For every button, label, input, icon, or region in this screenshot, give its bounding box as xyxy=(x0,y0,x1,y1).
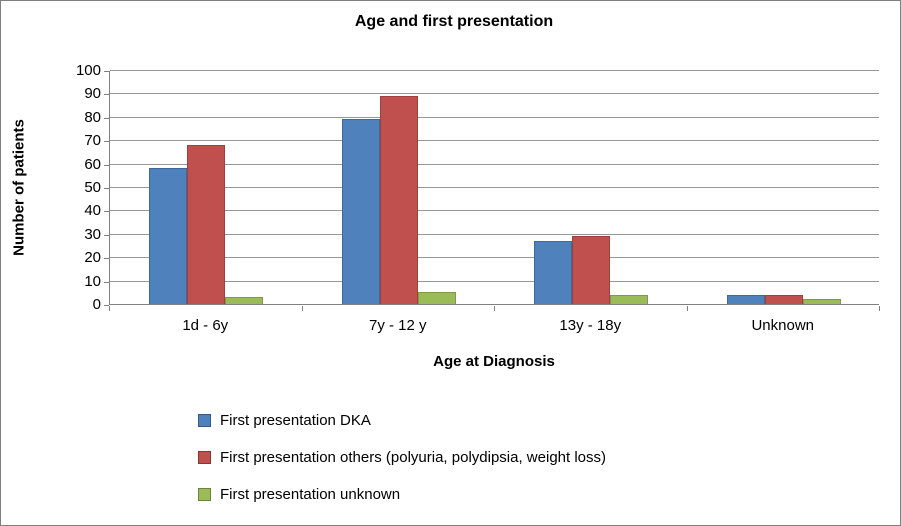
y-tick-label: 0 xyxy=(92,296,101,313)
y-tick-mark xyxy=(104,234,109,236)
bar-first-presentation-others-polyuria-polydipsia-weight-loss xyxy=(572,236,611,304)
y-tick-label: 100 xyxy=(75,62,101,79)
legend-key-swatch xyxy=(198,487,211,501)
bar-first-presentation-dka xyxy=(341,119,380,304)
y-tick-label: 50 xyxy=(84,179,101,196)
legend-label: First presentation unknown xyxy=(220,485,401,503)
bar-first-presentation-unknown xyxy=(610,294,649,304)
x-category-label: 7y - 12 y xyxy=(368,317,427,334)
gridline xyxy=(110,280,879,282)
plot-area xyxy=(109,70,879,305)
y-tick-mark xyxy=(104,141,109,143)
x-axis-title: Age at Diagnosis xyxy=(433,353,555,370)
gridline xyxy=(110,140,879,142)
bar-first-presentation-others-polyuria-polydipsia-weight-loss xyxy=(187,144,226,304)
legend-item: First presentation DKA xyxy=(198,411,606,429)
x-tick-mark xyxy=(687,306,688,311)
legend-label: First presentation DKA xyxy=(220,411,371,429)
y-tick-label: 80 xyxy=(84,108,101,126)
y-tick-mark xyxy=(104,281,109,283)
legend-item: First presentation others (polyuria, pol… xyxy=(198,448,606,466)
y-tick-label: 60 xyxy=(84,155,101,173)
x-category-label: Unknown xyxy=(751,317,815,334)
bar-first-presentation-dka xyxy=(149,168,188,304)
x-tick-mark xyxy=(302,306,303,311)
x-tick-mark xyxy=(494,306,495,311)
bar-first-presentation-dka xyxy=(534,240,573,304)
bar-first-presentation-others-polyuria-polydipsia-weight-loss xyxy=(764,294,803,304)
gridline xyxy=(110,210,879,212)
y-tick-label: 30 xyxy=(84,225,101,243)
gridline xyxy=(110,163,879,165)
gridline xyxy=(110,70,879,71)
gridline xyxy=(110,116,879,118)
y-tick-mark xyxy=(104,164,109,166)
bar-first-presentation-unknown xyxy=(225,296,264,304)
y-tick-mark xyxy=(104,258,109,260)
legend-item: First presentation unknown xyxy=(198,485,606,503)
y-tick-mark xyxy=(104,94,109,96)
gridline xyxy=(110,187,879,188)
bar-first-presentation-dka xyxy=(726,294,765,304)
x-category-label: 13y - 18y xyxy=(559,317,622,334)
x-tick-mark xyxy=(879,306,880,311)
legend-label: First presentation others (polyuria, pol… xyxy=(220,448,607,466)
y-tick-mark xyxy=(104,71,109,72)
legend-key-swatch xyxy=(198,413,211,427)
y-tick-mark xyxy=(104,188,109,189)
y-tick-mark xyxy=(104,117,109,119)
y-tick-mark xyxy=(104,211,109,213)
y-tick-mark xyxy=(104,305,109,306)
legend: First presentation DKA First presentation… xyxy=(198,411,606,522)
bar-first-presentation-others-polyuria-polydipsia-weight-loss xyxy=(379,95,418,304)
chart-title: Age and first presentation xyxy=(354,13,554,30)
legend-key-swatch xyxy=(198,450,211,464)
y-tick-label: 90 xyxy=(84,85,101,103)
x-tick-mark xyxy=(109,306,110,311)
gridline xyxy=(110,257,879,259)
gridline xyxy=(110,233,879,235)
y-tick-label: 40 xyxy=(84,202,101,220)
gridline xyxy=(110,93,879,95)
y-tick-label: 20 xyxy=(84,249,101,267)
y-tick-label: 70 xyxy=(84,132,101,150)
bar-first-presentation-unknown xyxy=(802,299,841,304)
y-axis-title: Number of patients xyxy=(10,119,28,256)
bar-first-presentation-unknown xyxy=(417,292,456,304)
x-category-label: 1d - 6y xyxy=(182,317,229,334)
y-tick-label: 10 xyxy=(84,272,101,290)
